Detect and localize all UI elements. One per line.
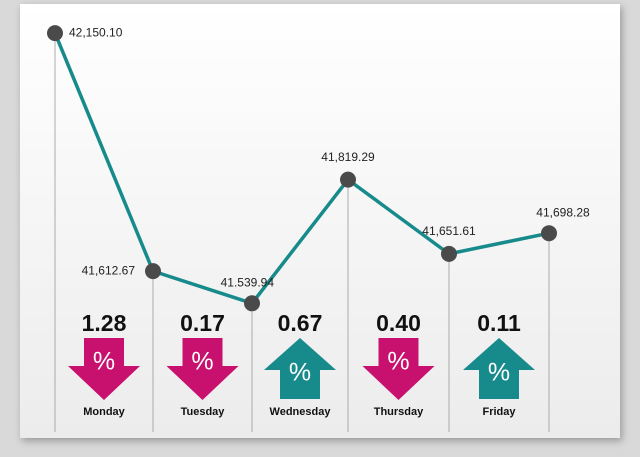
point [541,225,557,242]
down-arrow [68,338,140,400]
percent-sign: % [93,348,115,376]
point-label: 41.539.94 [221,275,275,289]
down-arrow [166,338,239,400]
day-label: Friday [482,406,516,418]
change-value: 0.11 [477,310,521,336]
day-label: Tuesday [181,406,226,418]
change-value: 0.17 [180,310,225,336]
percent-sign: % [387,348,409,376]
point [47,25,63,42]
change-value: 1.28 [82,310,127,336]
point [441,245,457,262]
percent-sign: % [289,359,311,387]
percent-sign: % [488,359,510,387]
up-arrow [463,338,535,399]
day-label: Monday [83,406,125,418]
point [244,295,260,312]
point-label: 42,150.10 [69,25,123,39]
line-series [53,32,550,306]
down-arrow [362,338,435,400]
point-label: 41,698.28 [536,205,590,219]
percent-sign: % [191,348,213,376]
point [145,263,161,280]
point-label: 41,651.61 [422,224,476,238]
up-arrow [264,338,336,399]
change-value: 0.40 [376,310,421,336]
point-label: 41,612.67 [82,263,136,277]
change-value: 0.67 [278,310,323,336]
day-label: Wednesday [270,406,332,418]
point-label: 41,819.29 [321,150,375,164]
point [340,171,356,188]
day-label: Thursday [374,406,424,418]
